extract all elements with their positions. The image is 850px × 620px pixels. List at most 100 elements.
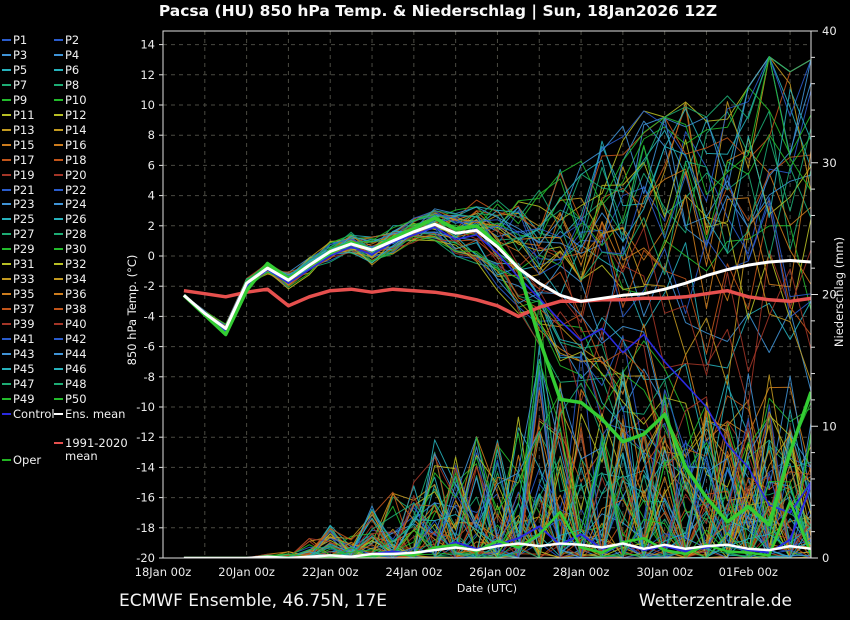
legend-item-p26-swatch [54,218,63,221]
legend-item-p7-swatch [2,83,11,86]
ensemble-member-precip-line [183,392,811,558]
legend: P1 P2 P3 P4 P5 P6 P7 P8 P9 P10 P11 P12 P13 P14 P15 P16 P… [0,33,150,473]
legend-item-p14-label: P14 [65,122,87,137]
legend-item-p12-label: P12 [65,107,87,122]
legend-item-p13-label: P13 [13,122,35,137]
legend-item-p44-label: P44 [65,346,87,361]
legend-item-p16-label: P16 [65,137,87,152]
legend-item-p2-label: P2 [65,33,80,47]
temp-tick-label: -18 [136,521,155,535]
legend-item-p21-label: P21 [13,182,35,197]
legend-item-p32-swatch [54,263,63,266]
legend-item-p47: P47 [2,377,35,391]
legend-item-ens-mean: Ens. mean [54,407,125,421]
legend-item-p27-label: P27 [13,227,35,242]
legend-item-p17-swatch [2,158,11,161]
legend-item-p43-swatch [2,352,11,355]
x-axis-title: Date (UTC) [456,582,518,595]
legend-item-climate-mean-label: 1991-2020 [65,436,128,450]
legend-item-p10-label: P10 [65,92,87,107]
x-tick-label: 18Jan 00z [135,565,192,579]
legend-item-p32-label: P32 [65,257,87,272]
legend-item-control-swatch [2,412,11,415]
legend-item-p27: P27 [2,227,35,241]
legend-item-p14: P14 [54,123,87,137]
ensemble-member-temp-line [183,128,811,333]
legend-item-p40: P40 [54,317,87,331]
legend-item-p28-swatch [54,233,63,236]
legend-item-p11: P11 [2,108,35,122]
legend-item-p15: P15 [2,138,35,152]
legend-item-p7-label: P7 [13,77,28,92]
temp-tick-label: 0 [148,249,155,263]
legend-item-climate-mean-line2-label: mean [65,449,98,463]
legend-item-p5: P5 [2,63,27,77]
temp-tick-label: -10 [136,400,155,414]
legend-item-ens-mean-label: Ens. mean [65,406,126,421]
ensemble-member-precip-line [183,404,811,558]
legend-item-oper-label: Oper [13,453,42,467]
footer-branding: Wetterzentrale.de [638,591,792,611]
legend-item-ens-mean-swatch [54,412,63,415]
climate-mean-line [183,287,811,319]
legend-item-p10-swatch [54,98,63,101]
legend-item-p20-label: P20 [65,167,87,182]
ensemble-member-temp-line [183,150,811,325]
legend-item-p32: P32 [54,257,87,271]
legend-item-p3-swatch [2,53,11,56]
legend-item-p12-swatch [54,113,63,116]
x-tick-label: 20Jan 00z [218,565,275,579]
legend-item-p35-label: P35 [13,287,35,302]
temp-tick-label: 4 [148,189,155,203]
legend-item-p49: P49 [2,392,35,406]
precip-tick-label: 40 [822,24,837,38]
legend-item-p13: P13 [2,123,35,137]
legend-item-p24-label: P24 [65,197,87,212]
legend-item-p26-label: P26 [65,212,87,227]
temp-tick-label: -2 [144,279,155,293]
legend-item-p11-swatch [2,113,11,116]
legend-item-p39: P39 [2,317,35,331]
legend-item-p17-label: P17 [13,152,35,167]
legend-item-p34: P34 [54,272,87,286]
legend-item-p39-label: P39 [13,317,35,332]
legend-item-p36: P36 [54,287,87,301]
legend-item-p4-label: P4 [65,47,80,62]
legend-item-p50: P50 [54,392,87,406]
legend-item-p6-swatch [54,68,63,71]
legend-item-p37-label: P37 [13,302,35,317]
legend-item-p31-label: P31 [13,257,35,272]
legend-item-p40-swatch [54,323,63,326]
temp-tick-label: 6 [148,158,155,172]
oper-precip-line [183,500,811,558]
legend-item-p30-label: P30 [65,242,87,257]
legend-item-oper-swatch [2,459,11,461]
legend-item-p43-label: P43 [13,346,35,361]
legend-item-p29: P29 [2,242,35,256]
legend-item-p8: P8 [54,78,79,92]
legend-item-p6: P6 [54,63,79,77]
legend-item-p35-swatch [2,293,11,296]
legend-item-p22: P22 [54,183,87,197]
legend-item-p26: P26 [54,212,87,226]
legend-item-p16-swatch [54,143,63,146]
legend-item-p17: P17 [2,153,35,167]
legend-item-p38-swatch [54,308,63,311]
legend-item-p45: P45 [2,362,35,376]
temp-tick-label: -14 [136,460,155,474]
legend-item-p1-label: P1 [13,33,28,47]
legend-item-p9-swatch [2,98,11,101]
legend-item-p9: P9 [2,93,27,107]
ens-mean-precip-line [183,542,811,558]
legend-item-p50-swatch [54,397,63,400]
legend-item-climate-mean: 1991-2020 [54,436,128,450]
legend-item-p4: P4 [54,48,79,62]
legend-item-p49-swatch [2,397,11,400]
legend-item-p27-swatch [2,233,11,236]
legend-item-p18-swatch [54,158,63,161]
legend-item-p29-label: P29 [13,242,35,257]
legend-item-p41: P41 [2,332,35,346]
legend-item-p23: P23 [2,197,35,211]
temp-tick-label: 14 [140,38,155,52]
